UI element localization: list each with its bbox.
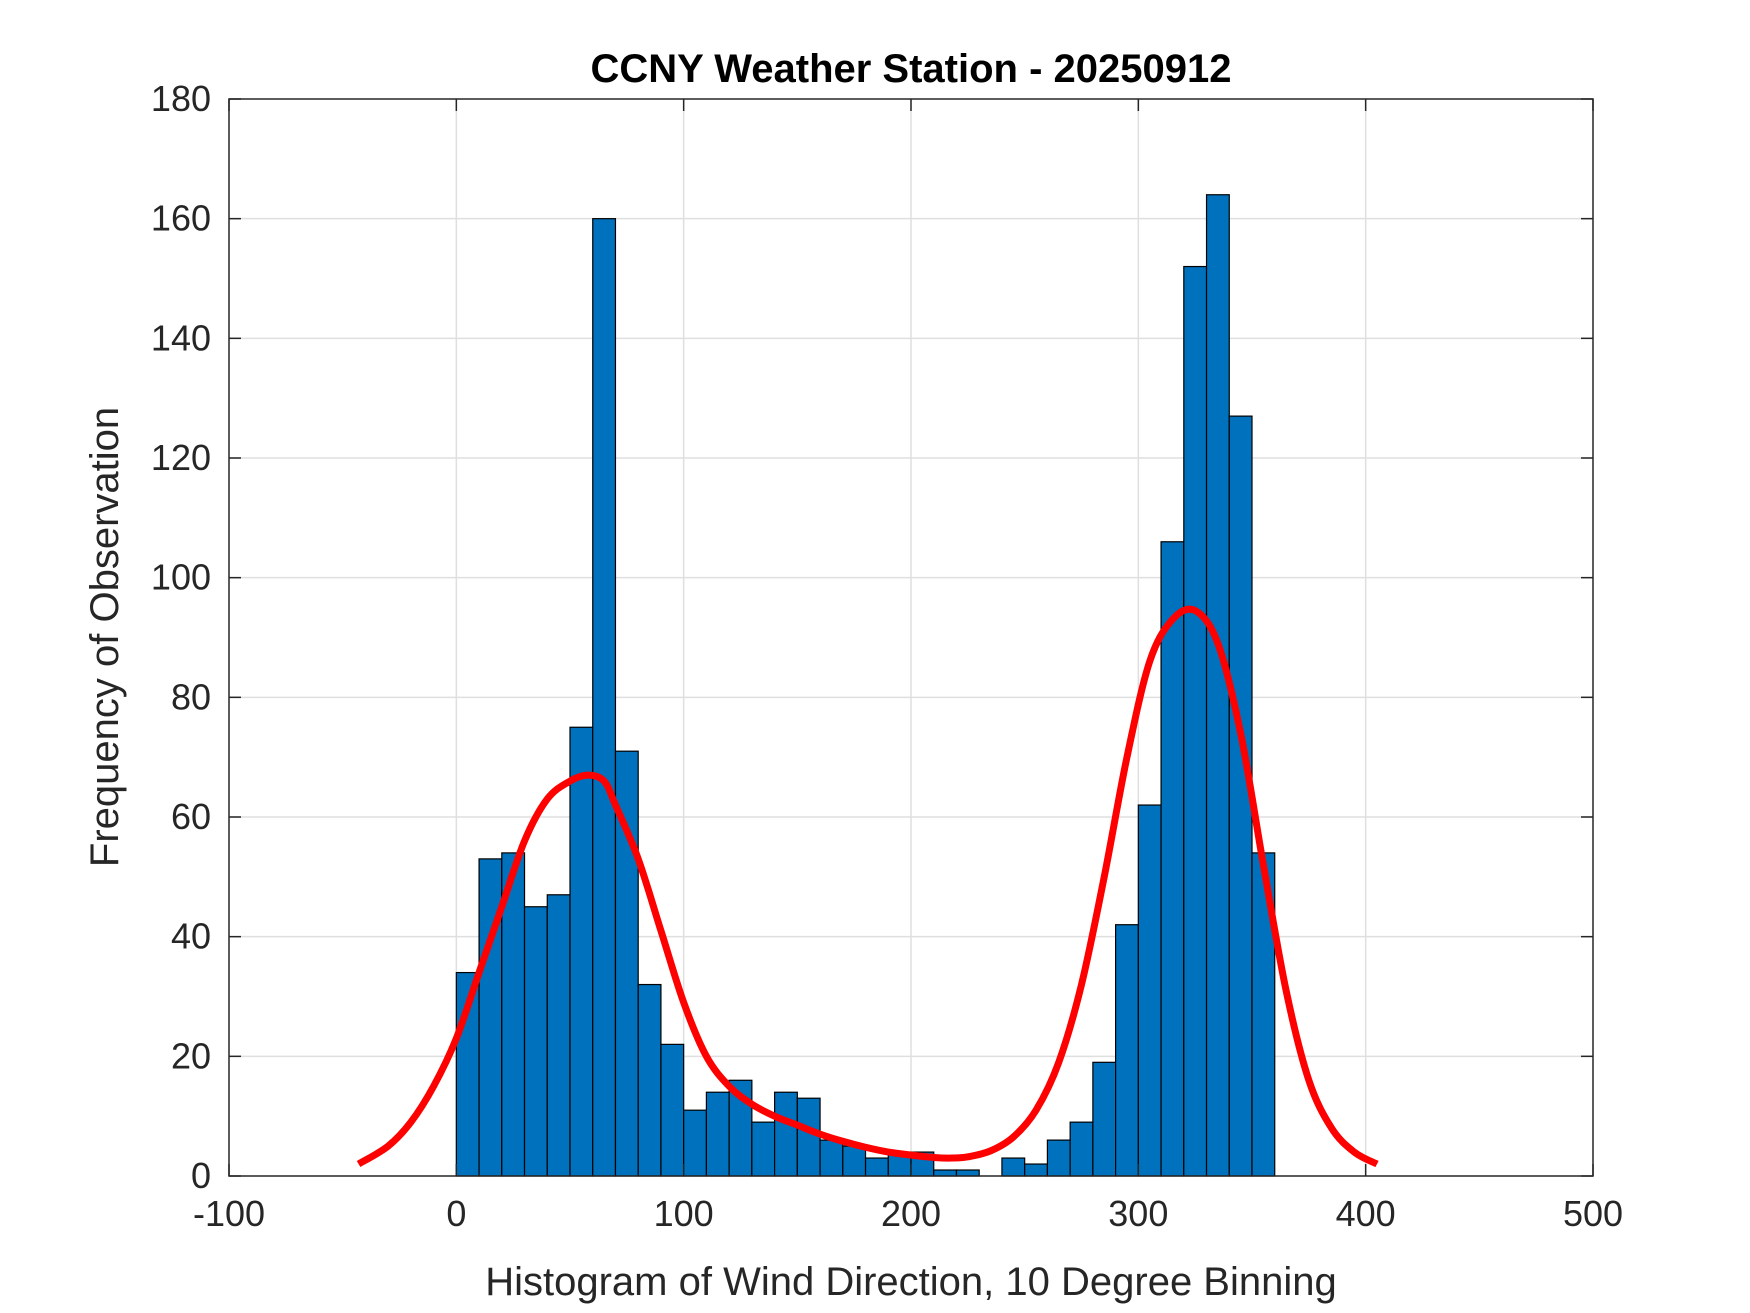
y-tick-label: 160 — [151, 198, 211, 239]
histogram-bar — [842, 1145, 867, 1177]
x-tick-labels: -100 0 100 200 300 400 500 — [193, 1193, 1623, 1234]
y-tick-label: 20 — [171, 1035, 211, 1076]
histogram-bar — [592, 218, 617, 1177]
x-tick-label: 100 — [654, 1193, 714, 1234]
histogram-bar — [819, 1139, 844, 1177]
histogram-bar — [751, 1121, 776, 1177]
grid-lines — [229, 99, 1593, 1176]
histogram-bar — [705, 1091, 730, 1177]
histogram-bar — [1137, 804, 1162, 1177]
histogram-bar — [1092, 1061, 1117, 1177]
axis-ticks — [228, 98, 1594, 1177]
histogram-bar — [1001, 1157, 1026, 1177]
fit-curve — [356, 605, 1379, 1168]
x-axis-label: Histogram of Wind Direction, 10 Degree B… — [485, 1260, 1337, 1304]
histogram-bars — [455, 194, 1276, 1177]
y-tick-label: 120 — [151, 437, 211, 478]
histogram-bar — [1205, 194, 1230, 1177]
histogram-bar — [637, 983, 662, 1177]
x-tick-label: 0 — [446, 1193, 466, 1234]
x-tick-label: 300 — [1108, 1193, 1168, 1234]
y-tick-label: 0 — [191, 1155, 211, 1196]
histogram-bar — [1069, 1121, 1094, 1177]
histogram-bar — [1114, 924, 1139, 1177]
histogram-bar — [660, 1043, 685, 1177]
histogram-bar — [933, 1169, 958, 1177]
histogram-bar — [683, 1109, 708, 1177]
y-tick-labels: 0 20 40 60 80 100 120 140 160 180 — [151, 78, 211, 1196]
histogram-bar — [796, 1097, 821, 1177]
histogram-bar — [773, 1091, 798, 1177]
y-tick-label: 60 — [171, 796, 211, 837]
x-tick-label: 500 — [1563, 1193, 1623, 1234]
x-tick-label: 400 — [1336, 1193, 1396, 1234]
histogram-bar — [523, 906, 548, 1177]
histogram-bar — [569, 726, 594, 1177]
y-tick-label: 80 — [171, 676, 211, 717]
y-tick-label: 140 — [151, 317, 211, 358]
y-tick-label: 40 — [171, 916, 211, 957]
y-tick-label: 100 — [151, 557, 211, 598]
y-axis-label: Frequency of Observation — [83, 407, 127, 867]
histogram-bar — [864, 1157, 889, 1177]
histogram-bar — [1046, 1139, 1071, 1177]
fit-curve-layer — [356, 605, 1379, 1168]
histogram-bar — [1024, 1163, 1048, 1177]
x-tick-label: -100 — [193, 1193, 265, 1234]
histogram-bar — [1183, 265, 1208, 1177]
y-tick-label: 180 — [151, 78, 211, 119]
histogram-bar — [955, 1169, 980, 1177]
chart-title: CCNY Weather Station - 20250912 — [591, 47, 1232, 91]
x-tick-label: 200 — [881, 1193, 941, 1234]
histogram-bar — [1160, 541, 1185, 1177]
histogram-bar — [546, 894, 571, 1177]
